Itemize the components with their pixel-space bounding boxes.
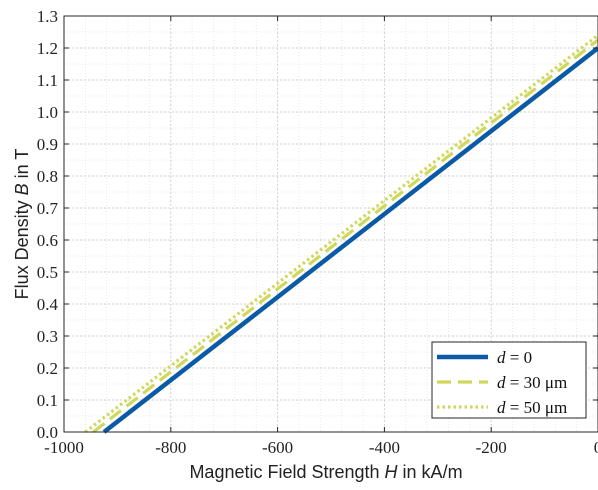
- x-axis-title: Magnetic Field Strength H in kA/m: [189, 462, 462, 482]
- legend-label-value: = 0: [506, 348, 533, 367]
- y-tick-label: 0.9: [37, 135, 58, 154]
- legend-label: d = 30 μm: [497, 373, 567, 392]
- legend: d = 0d = 30 μmd = 50 μm: [431, 341, 587, 419]
- y-tick-label: 1.2: [37, 39, 58, 58]
- y-axis-title: Flux Density B in T: [12, 149, 32, 300]
- series-line-0: [102, 46, 598, 434]
- y-tick-label: 0.4: [37, 295, 59, 314]
- legend-label-symbol: d: [497, 348, 506, 367]
- y-tick-label: 0.1: [37, 391, 58, 410]
- x-tick-label: -200: [476, 438, 507, 457]
- y-tick-labels: 0.0 0.1 0.2 0.3 0.4 0.5 0.6 0.7 0.8 0.9 1.0 1.1 1.2 1…: [37, 7, 59, 442]
- y-tick-label: 1.1: [37, 71, 58, 90]
- x-axis-title-prefix: Magnetic Field Strength: [189, 462, 384, 482]
- legend-label: d = 0: [497, 348, 532, 367]
- legend-label-value: = 50 μm: [506, 398, 568, 417]
- legend-label-symbol: d: [497, 398, 506, 417]
- x-tick-label: -1000: [44, 438, 84, 457]
- y-tick-label: 1.0: [37, 103, 58, 122]
- y-tick-label: 1.3: [37, 7, 58, 26]
- plot-frame: [63, 15, 598, 433]
- y-tick-label: 0.3: [37, 327, 58, 346]
- y-tick-label: 0.6: [37, 231, 58, 250]
- y-axis-title-prefix: Flux Density: [12, 195, 32, 299]
- legend-label: d = 50 μm: [497, 398, 567, 417]
- x-axis-title-symbol: H: [385, 462, 399, 482]
- tick-marks: [63, 15, 598, 433]
- x-tick-label: -600: [262, 438, 293, 457]
- legend-label-value: = 30 μm: [506, 373, 568, 392]
- x-axis-title-suffix: in kA/m: [398, 462, 463, 482]
- legend-box: [431, 341, 587, 419]
- y-axis-title-symbol: B: [12, 183, 32, 195]
- y-axis-title-suffix: in T: [12, 149, 32, 184]
- y-tick-label: 0.5: [37, 263, 58, 282]
- series-line-2: [84, 33, 598, 434]
- series-lines: [84, 33, 598, 434]
- y-tick-label: 0.8: [37, 167, 58, 186]
- y-tick-label: 0.7: [37, 199, 59, 218]
- x-tick-label: 0: [594, 438, 598, 457]
- x-tick-labels: -1000 -800 -600 -400 -200 0: [44, 438, 598, 457]
- x-tick-label: -400: [369, 438, 400, 457]
- legend-label-symbol: d: [497, 373, 506, 392]
- series-line-1: [92, 38, 598, 434]
- y-tick-label: 0.2: [37, 359, 58, 378]
- x-tick-label: -800: [155, 438, 186, 457]
- y-tick-label: 0.0: [37, 423, 58, 442]
